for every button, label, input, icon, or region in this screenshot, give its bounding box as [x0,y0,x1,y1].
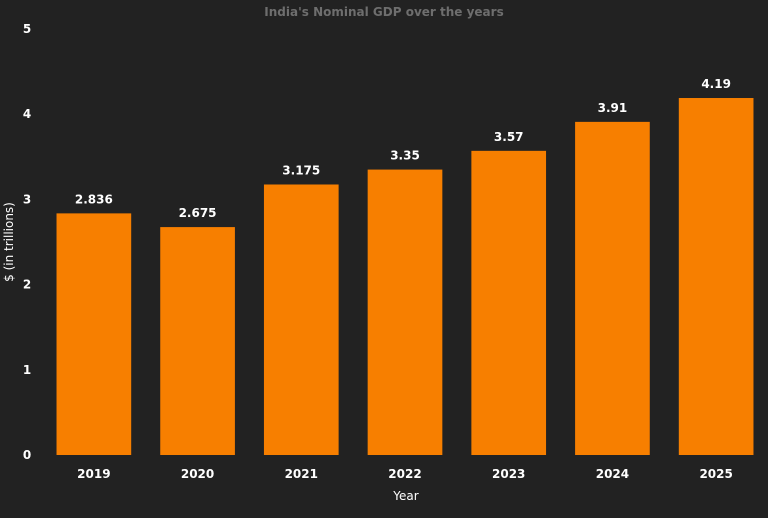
data-label: 3.57 [494,130,524,144]
x-tick-label: 2023 [492,467,525,481]
x-tick-label: 2025 [699,467,732,481]
bar-2022[interactable] [367,169,443,455]
bar-2023[interactable] [471,150,547,455]
data-label: 2.836 [75,192,113,206]
bar-2021[interactable] [263,184,339,456]
bars-group: 2.836 2.675 3.175 3.35 3.57 3.91 4.19 [56,77,754,456]
data-label: 3.91 [598,101,628,115]
x-tick-label: 2022 [388,467,421,481]
y-tick-label: 2 [23,278,31,292]
y-tick-label: 3 [23,192,31,206]
data-label: 3.35 [390,149,420,163]
y-axis-ticks: 0 1 2 3 4 5 [23,22,31,462]
bar-2020[interactable] [160,227,235,455]
bar-2025[interactable] [678,98,754,456]
data-label: 2.675 [179,206,217,220]
chart-title: India's Nominal GDP over the years [264,5,503,19]
y-axis-label: $ (in trillions) [2,202,16,282]
x-tick-label: 2024 [596,467,629,481]
bar-2019[interactable] [56,213,132,455]
bar-2024[interactable] [575,121,650,456]
x-tick-label: 2021 [285,467,318,481]
data-label: 4.19 [701,77,731,91]
y-tick-label: 5 [23,22,31,36]
data-label: 3.175 [282,163,320,177]
x-axis-label: Year [392,489,418,503]
x-tick-label: 2020 [181,467,214,481]
x-axis-ticks: 2019 2020 2021 2022 2023 2024 2025 [77,467,733,481]
x-tick-label: 2019 [77,467,110,481]
y-tick-label: 0 [23,448,31,462]
y-tick-label: 1 [23,363,31,377]
y-tick-label: 4 [23,107,31,121]
